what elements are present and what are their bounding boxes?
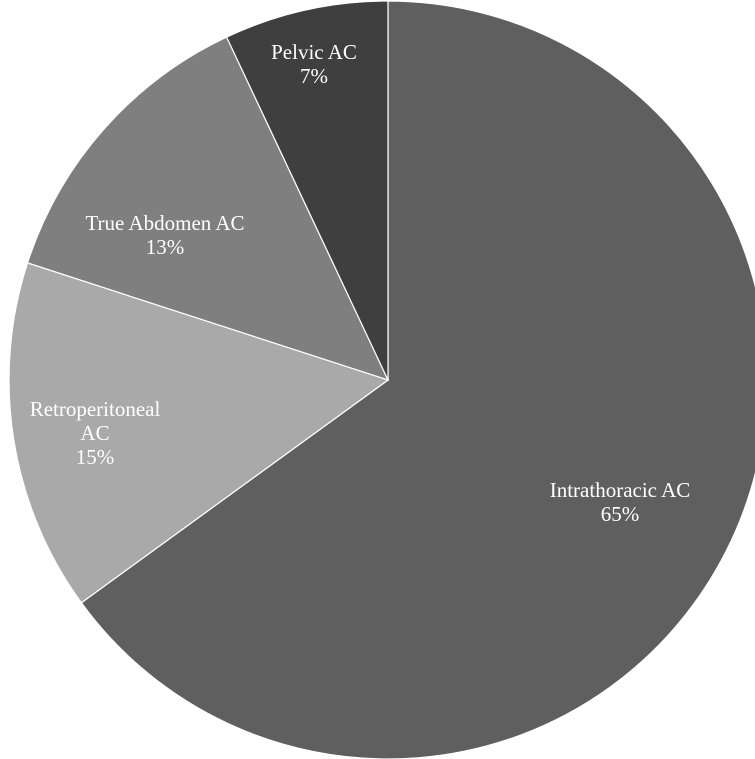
pie-slice-label: True Abdomen AC 13% xyxy=(85,211,244,259)
pie-slice xyxy=(80,0,755,759)
pie-slice-label: Pelvic AC 7% xyxy=(271,40,357,88)
pie-slice-percent: 7% xyxy=(300,64,328,88)
pie-slice-name: Intrathoracic AC xyxy=(550,478,691,502)
pie-slice-name: Pelvic AC xyxy=(271,40,357,64)
pie-slice-label: Intrathoracic AC 65% xyxy=(550,478,691,526)
pie-slice-name: AC xyxy=(80,421,109,445)
pie-slice-name: True Abdomen AC xyxy=(85,211,244,235)
pie-slice-name: Retroperitoneal xyxy=(30,397,161,421)
pie-slice-percent: 65% xyxy=(601,502,640,526)
pie-slice-percent: 13% xyxy=(146,235,185,259)
pie-slice xyxy=(26,36,390,381)
pie-slice xyxy=(225,0,389,381)
pie-slice-percent: 15% xyxy=(76,445,115,469)
pie-slice xyxy=(8,262,390,604)
pie-slice-label: Retroperitoneal AC 15% xyxy=(30,397,161,469)
